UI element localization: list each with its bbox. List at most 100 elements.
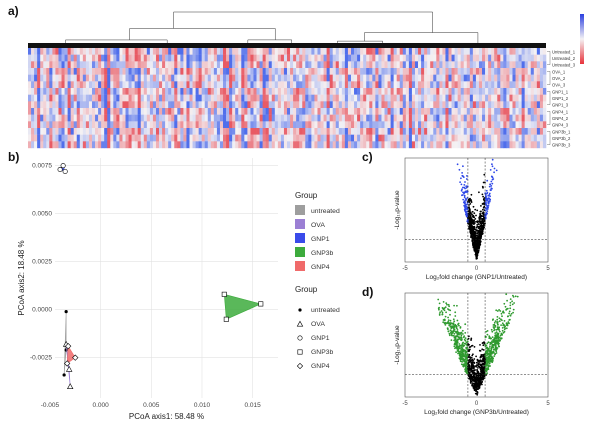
significant-point	[463, 355, 466, 357]
heatmap-cell	[52, 81, 56, 89]
heatmap-cell	[418, 108, 422, 115]
y-tick-label: 0.0000	[32, 307, 52, 314]
heatmap-cell	[460, 54, 465, 62]
heatmap-cell	[344, 48, 349, 55]
row-dendrogram-branch	[547, 71, 551, 85]
significant-point	[462, 198, 465, 201]
heatmap-cell	[70, 141, 75, 149]
data-point	[475, 355, 477, 358]
heatmap-cell	[104, 61, 108, 69]
heatmap-cell	[49, 81, 53, 89]
significant-point	[454, 315, 457, 317]
heatmap-cell	[488, 114, 492, 122]
heatmap-cell	[277, 54, 282, 62]
significant-point	[485, 189, 488, 192]
heatmap-cell	[201, 121, 206, 129]
heatmap-cell	[335, 68, 340, 75]
heatmap-cell	[76, 141, 81, 149]
heatmap-row-label: GNP3b_1	[552, 129, 571, 134]
heatmap-cell	[256, 68, 260, 75]
significant-point	[487, 364, 490, 367]
heatmap-cell	[180, 134, 184, 142]
heatmap-cell	[308, 81, 312, 89]
heatmap-cell	[506, 81, 510, 89]
heatmap-cell	[442, 68, 446, 75]
heatmap-cell	[448, 61, 452, 69]
heatmap-cell	[518, 61, 522, 69]
significant-point	[460, 347, 463, 349]
heatmap-cell	[204, 121, 209, 129]
heatmap-cell	[527, 61, 532, 69]
heatmap-cell	[204, 134, 209, 142]
heatmap-cell	[478, 74, 483, 82]
heatmap-cell	[299, 88, 303, 95]
heatmap-cell	[277, 88, 282, 95]
heatmap-cell	[104, 74, 108, 82]
heatmap-cell	[497, 101, 501, 109]
heatmap-cell	[521, 61, 525, 69]
heatmap-cell	[198, 88, 202, 95]
heatmap-cell	[280, 108, 285, 115]
heatmap-cell	[381, 134, 385, 142]
significant-point	[452, 329, 455, 332]
heatmap-cell	[323, 68, 327, 75]
significant-point	[501, 315, 503, 318]
significant-point	[502, 331, 505, 334]
heatmap-cell	[384, 88, 388, 95]
heatmap-cell	[168, 128, 172, 135]
significant-point	[453, 339, 455, 342]
significant-point	[463, 184, 466, 186]
heatmap-cell	[204, 81, 209, 89]
heatmap-cell	[488, 108, 492, 115]
heatmap-cell	[442, 54, 446, 62]
row-dendrogram-branch	[547, 51, 551, 65]
heatmap-cell	[152, 68, 157, 75]
heatmap-cell	[430, 61, 434, 69]
heatmap-cell	[469, 108, 474, 115]
heatmap-cell	[64, 114, 68, 122]
heatmap-cell	[88, 114, 93, 122]
heatmap-cell	[101, 101, 105, 109]
heatmap-cell	[308, 54, 312, 62]
heatmap-cell	[497, 114, 501, 122]
data-point	[469, 346, 472, 348]
heatmap-cell	[500, 141, 504, 149]
heatmap-cell	[244, 121, 248, 129]
data-point	[476, 209, 479, 212]
heatmap-cell	[305, 88, 309, 95]
heatmap-cell	[82, 68, 87, 75]
data-point	[478, 242, 481, 245]
data-point	[472, 214, 475, 217]
heatmap-cell	[287, 101, 291, 109]
heatmap-cell	[40, 141, 44, 149]
heatmap-cell	[469, 74, 474, 82]
heatmap-row-label: OVA_3	[552, 83, 566, 88]
heatmap-cell	[277, 121, 282, 129]
heatmap-cell	[466, 101, 471, 109]
heatmap-cell	[414, 68, 419, 75]
heatmap-cell	[213, 74, 218, 82]
heatmap-cell	[314, 101, 318, 109]
significant-point	[509, 314, 512, 317]
heatmap-cell	[335, 108, 340, 115]
heatmap-cell	[265, 134, 270, 142]
significant-point	[459, 347, 461, 350]
heatmap-cell	[414, 128, 419, 135]
heatmap-cell	[475, 101, 480, 109]
significant-point	[495, 348, 498, 351]
heatmap-cell	[347, 114, 352, 122]
heatmap-cell	[539, 68, 544, 75]
significant-point	[485, 369, 488, 372]
heatmap-cell	[98, 134, 102, 142]
data-point	[476, 256, 478, 258]
data-point	[472, 364, 474, 367]
heatmap-cell	[55, 134, 59, 142]
heatmap-cell	[387, 128, 391, 135]
heatmap-cell	[430, 108, 434, 115]
heatmap-cell	[143, 94, 148, 102]
heatmap-cell	[143, 141, 148, 149]
heatmap-cell	[171, 108, 175, 115]
heatmap-cell	[527, 54, 532, 62]
heatmap-cell	[125, 108, 129, 115]
heatmap-cell	[372, 54, 376, 62]
